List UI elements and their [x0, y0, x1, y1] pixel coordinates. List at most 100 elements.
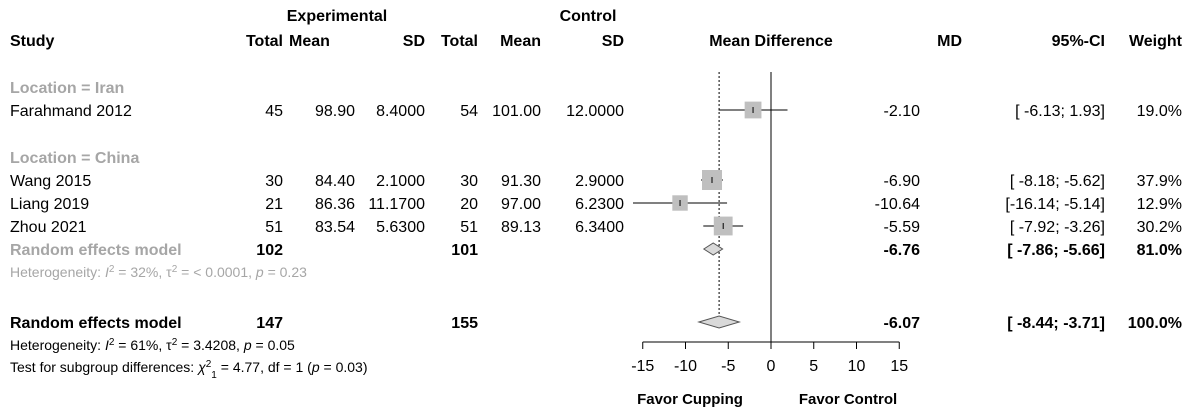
text-span: τ — [166, 264, 172, 280]
ci-value: [ -8.18; -5.62] — [1010, 173, 1105, 190]
header-study: Study — [10, 33, 55, 50]
ctrl-sd: 6.3400 — [575, 219, 624, 236]
ci-value: [-16.14; -5.14] — [1005, 196, 1105, 213]
ci-value: [ -7.92; -3.26] — [1010, 219, 1105, 236]
text-span: p — [311, 359, 320, 375]
weight-value: 12.9% — [1137, 196, 1182, 213]
text-span: 2 — [172, 337, 178, 348]
x-axis-tick-label: 0 — [767, 358, 776, 375]
ctrl-mean: 89.13 — [501, 219, 541, 236]
overall-ci: [ -8.44; -3.71] — [1007, 315, 1105, 332]
exp-total: 45 — [265, 103, 283, 120]
overall-weight: 100.0% — [1128, 315, 1182, 332]
text-span: 1 — [211, 370, 217, 381]
header-ci: 95%-CI — [1052, 33, 1105, 50]
header-control: Control — [560, 8, 617, 25]
ctrl-mean: 91.30 — [501, 173, 541, 190]
text-span: χ — [196, 359, 206, 375]
overall-md: -6.07 — [884, 315, 921, 332]
ctrl-total: 30 — [460, 173, 478, 190]
overall-label: Random effects model — [10, 315, 182, 332]
md-value: -2.10 — [884, 103, 921, 120]
exp-mean: 86.36 — [315, 196, 355, 213]
text-span: Test for subgroup differences: — [10, 359, 198, 375]
text-span: = 0.23 — [264, 264, 307, 280]
text-span: p — [255, 264, 264, 280]
weight-value: 19.0% — [1137, 103, 1182, 120]
study-name: Farahmand 2012 — [10, 103, 132, 120]
md-value: -5.59 — [884, 219, 921, 236]
ctrl-mean: 101.00 — [492, 103, 541, 120]
md-value: -10.64 — [875, 196, 920, 213]
subgroup-label-iran: Location = Iran — [10, 80, 124, 97]
text-span: 2 — [172, 264, 178, 275]
exp-mean: 98.90 — [315, 103, 355, 120]
exp-total: 51 — [265, 219, 283, 236]
exp-total: 30 — [265, 173, 283, 190]
text-span: Heterogeneity: — [10, 264, 105, 280]
text-span: 2 — [206, 359, 212, 370]
x-axis-tick-label: -10 — [674, 358, 697, 375]
header-md: MD — [937, 33, 962, 50]
subgroup-differences-test: Test for subgroup differences: χ21 = 4.7… — [10, 359, 367, 381]
header-experimental: Experimental — [287, 8, 387, 25]
header-effect: Mean Difference — [709, 33, 833, 50]
header-ctrl-total: Total — [441, 33, 478, 50]
exp-sd: 5.6300 — [376, 219, 425, 236]
ctrl-sd: 2.9000 — [575, 173, 624, 190]
text-span: = 0.05 — [252, 337, 295, 353]
subgroup-pooled-md: -6.76 — [884, 242, 921, 259]
header-exp-sd: SD — [403, 33, 425, 50]
study-name: Liang 2019 — [10, 196, 89, 213]
text-span: = < 0.0001, — [177, 264, 256, 280]
subgroup-pooled-diamond — [702, 242, 724, 256]
exp-sd: 2.1000 — [376, 173, 425, 190]
subgroup-pooled-weight: 81.0% — [1137, 242, 1182, 259]
text-span: = 32%, — [114, 264, 166, 280]
text-span: p — [243, 337, 252, 353]
text-span: 2 — [109, 264, 115, 275]
weight-value: 30.2% — [1137, 219, 1182, 236]
x-axis-tick-label: 5 — [809, 358, 818, 375]
x-axis-tick-label: 15 — [890, 358, 908, 375]
ctrl-sd: 6.2300 — [575, 196, 624, 213]
overall-heterogeneity: Heterogeneity: I2 = 61%, τ2 = 3.4208, p … — [10, 337, 295, 354]
exp-sd: 11.1700 — [368, 196, 425, 213]
overall-ctrl-total: 155 — [451, 315, 478, 332]
text-span: = 4.77, df = 1 ( — [217, 359, 312, 375]
text-span: τ — [166, 337, 172, 353]
favor-right-label: Favor Control — [799, 391, 897, 408]
text-span: I — [105, 264, 109, 280]
subgroup-pooled-label: Random effects model — [10, 242, 182, 259]
x-axis-tick-label: -15 — [631, 358, 654, 375]
ctrl-sd: 12.0000 — [566, 103, 624, 120]
header-weight: Weight — [1129, 33, 1183, 50]
exp-mean: 83.54 — [315, 219, 355, 236]
subgroup-pooled-exp-total: 102 — [256, 242, 283, 259]
exp-mean: 84.40 — [315, 173, 355, 190]
subgroup-label-china: Location = China — [10, 150, 139, 167]
ctrl-total: 20 — [460, 196, 478, 213]
text-span: = 61%, — [114, 337, 166, 353]
header-ctrl-mean: Mean — [500, 33, 541, 50]
overall-exp-total: 147 — [256, 315, 283, 332]
text-span: 2 — [109, 337, 115, 348]
text-span: I — [105, 337, 109, 353]
md-value: -6.90 — [884, 173, 921, 190]
x-axis-tick-label: -5 — [721, 358, 735, 375]
weight-value: 37.9% — [1137, 173, 1182, 190]
ctrl-mean: 97.00 — [501, 196, 541, 213]
favor-left-label: Favor Cupping — [637, 391, 743, 408]
x-axis-tick-label: 10 — [848, 358, 866, 375]
study-name: Zhou 2021 — [10, 219, 87, 236]
text-span: = 3.4208, — [177, 337, 244, 353]
subgroup-heterogeneity: Heterogeneity: I2 = 32%, τ2 = < 0.0001, … — [10, 264, 307, 281]
header-exp-mean: Mean — [289, 33, 330, 50]
text-span: = 0.03) — [320, 359, 368, 375]
text-span: Heterogeneity: — [10, 337, 105, 353]
header-exp-total: Total — [246, 33, 283, 50]
subgroup-pooled-ctrl-total: 101 — [451, 242, 478, 259]
overall-diamond — [697, 315, 742, 329]
